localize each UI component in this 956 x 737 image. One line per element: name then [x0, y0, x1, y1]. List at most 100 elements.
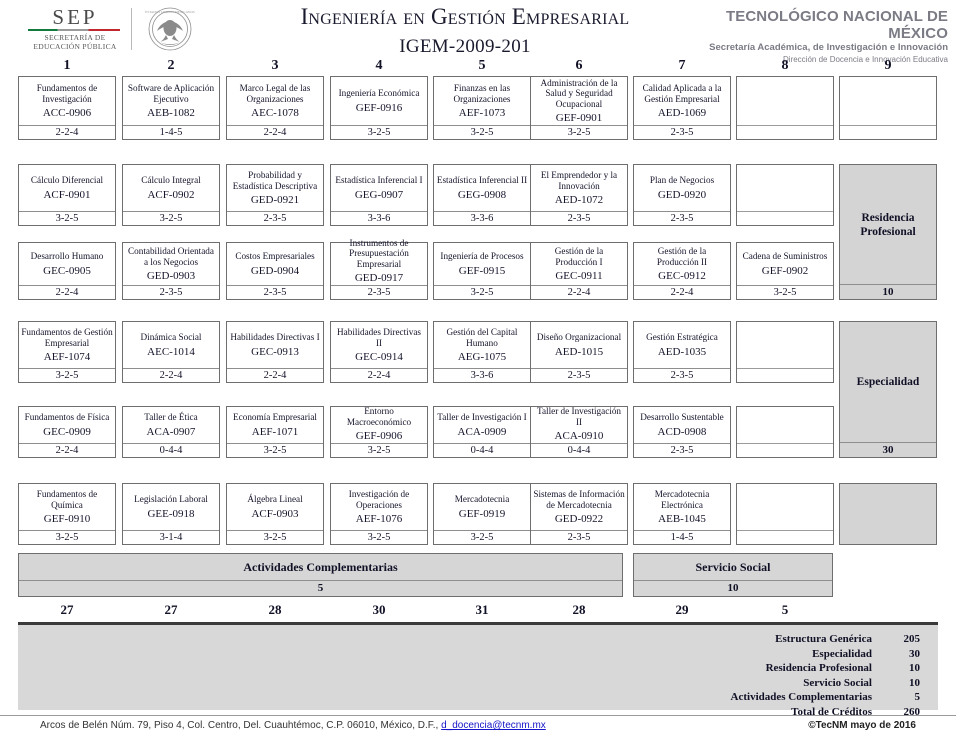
column-totals-row: 27 27 28 30 31 28 29 5 [0, 602, 956, 620]
course-name: Marco Legal de las Organizaciones [239, 83, 311, 104]
course-credits: 3-2-5 [19, 211, 115, 225]
course-name: Probabilidad y Estadística Descriptiva [232, 170, 318, 191]
course-cell[interactable]: Plan de Negocios GED-0920 2-3-5 [633, 164, 731, 226]
course-name: Gestión Estratégica [646, 332, 718, 343]
course-cell-body: Fundamentos de Investigación ACC-0906 [19, 77, 115, 125]
summary-label: Servicio Social [803, 676, 872, 689]
especialidad-block[interactable]: Especialidad 30 [839, 321, 937, 458]
course-cell[interactable]: Fundamentos de Química GEF-0910 3-2-5 [18, 483, 116, 545]
course-cell[interactable]: Estadística Inferencial I GEG-0907 3-3-6 [330, 164, 428, 226]
course-name: Sistemas de Información de Mercadotecnia [533, 489, 625, 510]
servicio-social-bar-credits: 10 [634, 580, 832, 596]
course-cell[interactable]: Gestión del Capital Humano AEG-1075 3-3-6 [433, 321, 531, 383]
course-credits: 0-4-4 [123, 443, 219, 457]
course-cell[interactable]: Entorno Macroeconómico GEF-0906 3-2-5 [330, 406, 428, 458]
course-cell[interactable]: Fundamentos de Investigación ACC-0906 2-2-… [18, 76, 116, 140]
course-cell-body: Gestión de la Producción I GEC-0911 [531, 243, 627, 285]
course-cell[interactable]: Desarrollo Sustentable ACD-0908 2-3-5 [633, 406, 731, 458]
course-cell[interactable]: Ingeniería de Procesos GEF-0915 3-2-5 [433, 242, 531, 300]
course-credits: 2-2-4 [227, 125, 323, 139]
course-cell[interactable]: Álgebra Lineal ACF-0903 3-2-5 [226, 483, 324, 545]
course-cell[interactable]: Finanzas en las Organizaciones AEF-1073 3-… [433, 76, 531, 140]
course-credits: 2-2-4 [531, 285, 627, 299]
course-cell[interactable]: Mercadotecnia GEF-0919 3-2-5 [433, 483, 531, 545]
course-cell[interactable]: Taller de Investigación II ACA-0910 0-4-4 [530, 406, 628, 458]
course-name: Fundamentos de Gestión Empresarial [21, 327, 113, 348]
mexican-coat-of-arms-icon: ESTADOS UNIDOS MEXICANOS [142, 4, 198, 56]
summary-label: Especialidad [812, 647, 872, 660]
course-code: ACA-0909 [457, 425, 507, 438]
course-cell[interactable]: Economía Empresarial AEF-1071 3-2-5 [226, 406, 324, 458]
course-name: Desarrollo Humano [30, 251, 104, 262]
course-name: Cadena de Suministros [742, 251, 828, 262]
course-cell-body: Contabilidad Orientada a los Negocios GED… [123, 243, 219, 285]
course-cell[interactable]: Gestión de la Producción I GEC-0911 2-2-4 [530, 242, 628, 300]
course-cell-empty [736, 406, 834, 458]
sep-subtitle-line2: EDUCACIÓN PÚBLICA [33, 42, 117, 51]
course-cell[interactable]: Sistemas de Información de Mercadotecnia… [530, 483, 628, 545]
column-total-2: 27 [164, 602, 178, 617]
credit-summary-table: Estructura Genérica 205 Especialidad 30 Resi… [731, 633, 920, 720]
course-code: GEF-0916 [355, 101, 403, 114]
course-credits: 3-2-5 [331, 125, 427, 139]
course-cell[interactable]: Instrumentos de Presupuestación Empresar… [330, 238, 428, 300]
column-header-3: 3 [271, 58, 279, 73]
course-cell[interactable]: Diseño Organizacional AED-1015 2-3-5 [530, 321, 628, 383]
course-cell[interactable]: Gestión Estratégica AED-1035 2-3-5 [633, 321, 731, 383]
course-name: Entorno Macroeconómico [346, 406, 412, 427]
course-cell[interactable]: Habilidades Directivas II GEC-0914 2-2-4 [330, 321, 428, 383]
course-cell[interactable]: Investigación de Operaciones AEF-1076 3-2-… [330, 483, 428, 545]
course-cell[interactable]: Gestión de la Producción II GEC-0912 2-2-4 [633, 242, 731, 300]
course-cell[interactable]: Cálculo Diferencial ACF-0901 3-2-5 [18, 164, 116, 226]
course-cell-body: Investigación de Operaciones AEF-1076 [331, 484, 427, 530]
course-cell-body: Finanzas en las Organizaciones AEF-1073 [434, 77, 530, 125]
course-name: Mercadotecnia Electrónica [654, 489, 710, 510]
course-cell[interactable]: Cálculo Integral ACF-0902 3-2-5 [122, 164, 220, 226]
course-code: GED-0903 [146, 269, 196, 282]
course-cell[interactable]: Legislación Laboral GEE-0918 3-1-4 [122, 483, 220, 545]
course-name: Fundamentos de Física [24, 412, 110, 423]
program-code: IGEM-2009-201 [399, 36, 531, 57]
course-cell-empty [736, 164, 834, 226]
course-cell[interactable]: Fundamentos de Física GEC-0909 2-2-4 [18, 406, 116, 458]
actividades-complementarias-bar[interactable]: Actividades Complementarias 5 [18, 553, 623, 597]
servicio-social-bar[interactable]: Servicio Social 10 [633, 553, 833, 597]
course-cell[interactable]: Taller de Ética ACA-0907 0-4-4 [122, 406, 220, 458]
course-cell[interactable]: Contabilidad Orientada a los Negocios GED… [122, 242, 220, 300]
course-cell[interactable]: Calidad Aplicada a la Gestión Empresaria… [633, 76, 731, 140]
course-credits [737, 443, 833, 457]
course-credits: 2-3-5 [531, 530, 627, 544]
course-cell[interactable]: Taller de Investigación I ACA-0909 0-4-4 [433, 406, 531, 458]
course-credits: 3-2-5 [531, 125, 627, 139]
course-credits: 2-3-5 [227, 285, 323, 299]
sep-wordmark: SEP [52, 5, 98, 29]
residencia-profesional-block[interactable]: Residencia Profesional 10 [839, 164, 937, 300]
course-name: Calidad Aplicada a la Gestión Empresaria… [642, 83, 722, 104]
course-cell[interactable]: Mercadotecnia Electrónica AEB-1045 1-4-5 [633, 483, 731, 545]
column-total-3: 28 [268, 602, 282, 617]
footer-email-link[interactable]: d_docencia@tecnm.mx [441, 720, 546, 731]
tecnm-logo-block: TECNOLÓGICO NACIONAL DE MÉXICO Secretarí… [678, 8, 948, 65]
course-cell[interactable]: Marco Legal de las Organizaciones AEC-107… [226, 76, 324, 140]
course-cell-body: Estadística Inferencial II GEG-0908 [434, 165, 530, 211]
course-cell[interactable]: Desarrollo Humano GEC-0905 2-2-4 [18, 242, 116, 300]
course-cell[interactable]: Estadística Inferencial II GEG-0908 3-3-6 [433, 164, 531, 226]
course-code: AEF-1071 [251, 425, 299, 438]
footer-address: Arcos de Belén Núm. 79, Piso 4, Col. Cen… [40, 720, 546, 731]
course-credits [737, 125, 833, 139]
course-cell[interactable]: Software de Aplicación Ejecutivo AEB-1082… [122, 76, 220, 140]
course-code: AEG-1075 [457, 350, 507, 363]
course-credits [737, 530, 833, 544]
course-cell[interactable]: Probabilidad y Estadística Descriptiva GE… [226, 164, 324, 226]
course-cell[interactable]: Fundamentos de Gestión Empresarial AEF-10… [18, 321, 116, 383]
course-cell[interactable]: Cadena de Suministros GEF-0902 3-2-5 [736, 242, 834, 300]
course-code: AEC-1078 [251, 106, 299, 119]
course-cell[interactable]: El Emprendedor y la Innovación AED-1072 2-… [530, 164, 628, 226]
course-cell[interactable]: Habilidades Directivas I GEC-0913 2-2-4 [226, 321, 324, 383]
summary-row: Residencia Profesional 10 [731, 662, 920, 677]
course-cell[interactable]: Administración de la Salud y Seguridad O… [530, 76, 628, 140]
course-cell[interactable]: Dinámica Social AEC-1014 2-2-4 [122, 321, 220, 383]
course-cell[interactable]: Costos Empresariales GED-0904 2-3-5 [226, 242, 324, 300]
course-cell[interactable]: Ingeniería Económica GEF-0916 3-2-5 [330, 76, 428, 140]
course-name: Cálculo Diferencial [30, 175, 104, 186]
